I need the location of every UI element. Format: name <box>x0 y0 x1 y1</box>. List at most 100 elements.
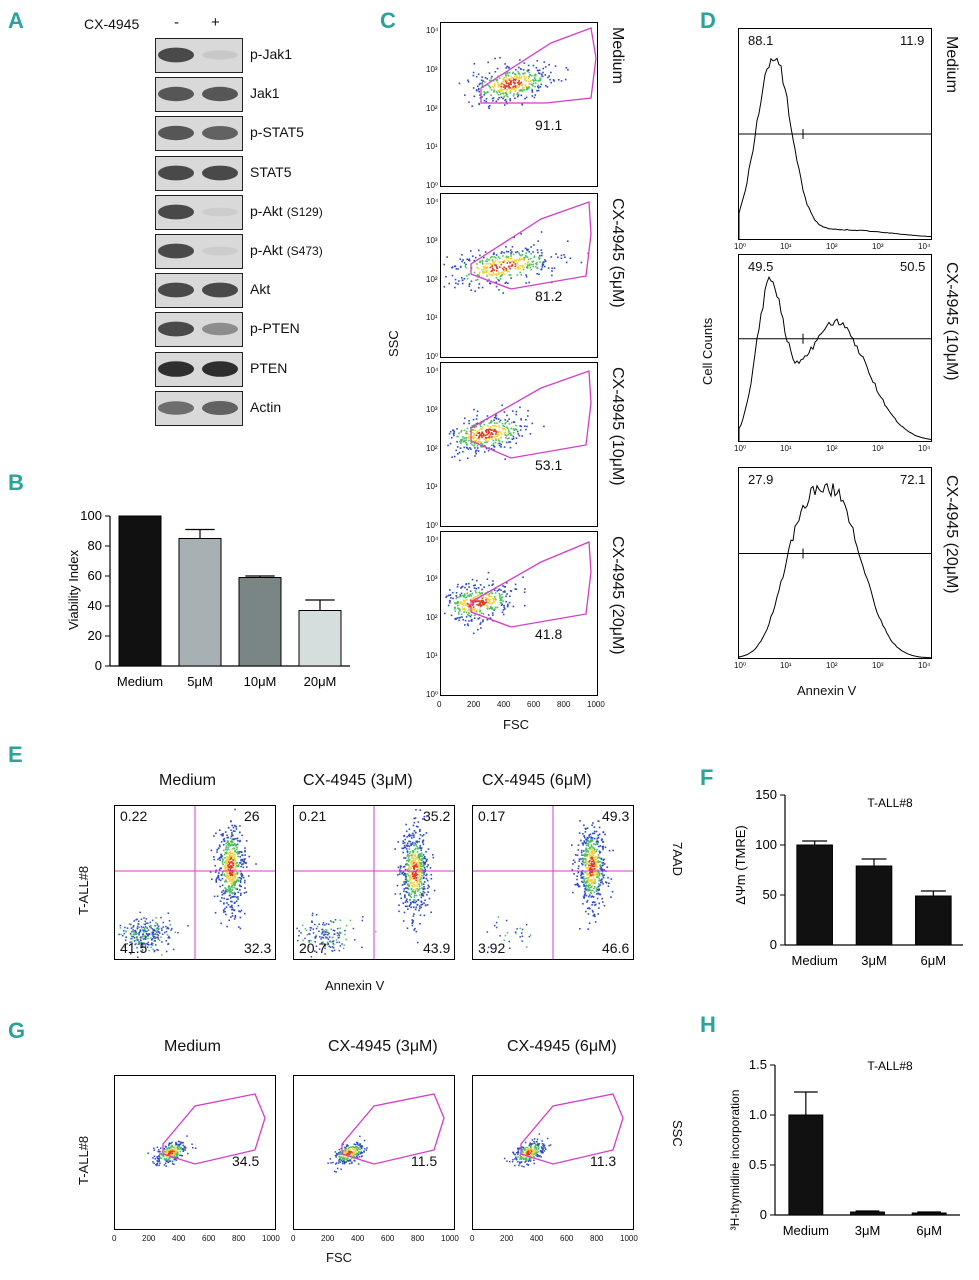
dot <box>582 873 585 876</box>
scatter-point <box>488 72 491 74</box>
scatter-point <box>533 1140 535 1143</box>
scatter-point <box>350 1157 353 1160</box>
dot <box>396 884 399 887</box>
scatter-point <box>566 240 569 243</box>
scatter-point <box>520 1161 523 1163</box>
scatter-point <box>340 1156 342 1158</box>
dot <box>420 849 423 852</box>
dot <box>593 873 595 876</box>
dot <box>579 927 581 930</box>
scatter-point <box>500 275 503 277</box>
dot <box>403 873 406 876</box>
dot <box>572 891 574 894</box>
dot <box>136 918 138 921</box>
scatter-point <box>487 449 490 452</box>
scatter-point <box>490 592 492 594</box>
scatter-point <box>476 414 478 417</box>
dot <box>402 840 405 842</box>
dot <box>234 876 237 879</box>
scatter-point <box>465 275 468 277</box>
dot <box>143 927 146 930</box>
dot <box>150 927 152 929</box>
dot <box>230 857 232 860</box>
scatter-point <box>493 273 496 276</box>
dot <box>141 936 143 939</box>
dot <box>584 853 586 856</box>
dot <box>412 841 414 844</box>
dot <box>156 936 158 939</box>
scatter-point <box>344 1146 346 1149</box>
scatter-point <box>518 79 520 82</box>
scatter-point <box>532 263 534 266</box>
dot <box>586 855 589 857</box>
scatter-point <box>491 592 494 595</box>
scatter-point <box>510 255 512 257</box>
scatter-point <box>524 1149 527 1152</box>
scatter-point <box>529 1152 532 1154</box>
scatter-point <box>500 85 503 88</box>
scatter-point <box>161 1154 163 1156</box>
dot <box>321 931 324 934</box>
dot <box>401 884 404 886</box>
dot <box>229 888 232 890</box>
scatter-point <box>524 604 526 607</box>
dot <box>406 927 409 930</box>
blot-lane <box>155 234 243 269</box>
dot <box>595 841 598 844</box>
scatter-point <box>512 605 515 608</box>
dot <box>152 948 154 951</box>
scatter-point <box>524 256 526 259</box>
scatter-point <box>481 588 483 591</box>
dot <box>598 883 600 885</box>
scatter-point <box>468 620 470 622</box>
dot <box>412 906 415 909</box>
scatter-point <box>180 1142 182 1144</box>
scatter-point <box>497 433 499 436</box>
scatter-point <box>517 70 519 73</box>
dot <box>508 940 511 943</box>
scatter-point <box>465 430 468 433</box>
dot <box>157 938 160 940</box>
scatter-point <box>449 589 451 591</box>
scatter-point <box>476 263 478 265</box>
dot <box>234 853 236 856</box>
panel-letter-h: H <box>700 1012 716 1037</box>
dot <box>136 939 138 941</box>
scatter-point <box>531 1149 534 1152</box>
scatter-point <box>530 1146 532 1149</box>
dot <box>601 862 604 864</box>
scatter-point <box>543 1143 545 1146</box>
dot <box>143 931 146 933</box>
scatter-point <box>498 426 501 429</box>
scatter-point <box>480 601 483 603</box>
quadrant-ll: 20.7 <box>299 940 327 956</box>
scatter-point <box>525 96 528 99</box>
scatter-point <box>491 429 493 431</box>
scatter-point <box>468 101 470 104</box>
scatter-point <box>499 594 501 597</box>
dot <box>167 937 169 939</box>
dot <box>227 878 230 880</box>
dot <box>142 929 144 931</box>
dot <box>124 939 127 941</box>
dot <box>314 937 317 939</box>
dot <box>152 942 154 945</box>
scatter-point <box>492 580 494 582</box>
dot <box>225 913 227 916</box>
scatter-point <box>169 1160 172 1162</box>
dot <box>171 927 173 930</box>
scatter-point <box>492 597 494 600</box>
scatter-point <box>521 1165 523 1167</box>
dot <box>234 872 237 875</box>
dot <box>234 916 237 919</box>
scatter-point <box>487 429 489 431</box>
dot <box>333 929 336 932</box>
dot <box>420 862 423 864</box>
d-xlabel: Annexin V <box>797 683 857 698</box>
scatter-point <box>506 420 509 422</box>
dot <box>401 872 404 874</box>
dot <box>417 855 419 857</box>
quadrant-svg <box>115 806 275 959</box>
dot <box>155 928 158 930</box>
histogram-svg <box>739 482 931 658</box>
